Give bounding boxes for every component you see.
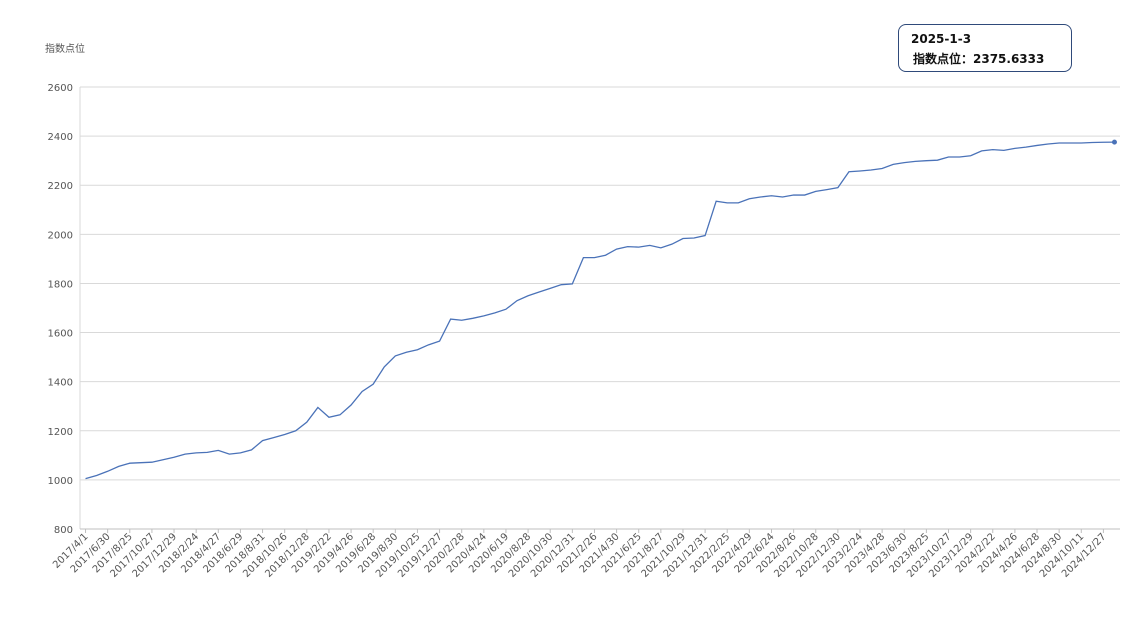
- tooltip-label: 指数点位：2375.6333: [913, 52, 1045, 66]
- y-tick-label: 1200: [48, 427, 73, 438]
- line-series: [85, 141, 1115, 480]
- y-tick-label: 1800: [48, 279, 73, 290]
- y-tick-label: 2600: [48, 83, 73, 94]
- y-tick-label: 1400: [48, 378, 73, 389]
- tooltip-title: 2025-1-3: [911, 32, 972, 46]
- y-tick-label: 1600: [48, 329, 73, 340]
- y-tick-label: 2400: [48, 132, 73, 143]
- y-tick-label: 2000: [48, 230, 73, 241]
- highlight-point: [1111, 139, 1117, 145]
- y-axis-label: 指数点位: [45, 42, 85, 55]
- y-tick-label: 800: [54, 525, 73, 536]
- y-tick-label: 1000: [48, 476, 73, 487]
- tooltip: 2025-1-3 指数点位：2375.6333: [898, 24, 1072, 72]
- y-tick-label: 2200: [48, 181, 73, 192]
